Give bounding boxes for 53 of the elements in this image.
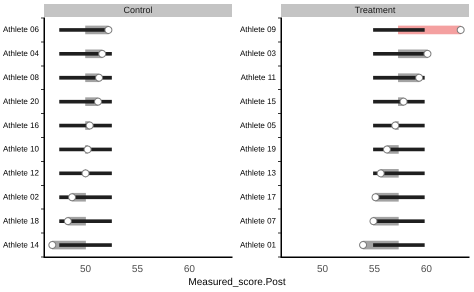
y-tick-label: Athlete 03 [240,49,277,58]
y-tick-label: Athlete 14 [2,240,40,250]
point [86,122,94,130]
bar [59,243,112,247]
y-tick-label: Athlete 15 [240,96,277,106]
point [400,98,408,106]
point [423,50,432,58]
y-tick-label: Athlete 08 [2,72,40,82]
point [359,241,368,250]
y-tick-label: Athlete 18 [2,216,40,226]
chart-title: Control [123,4,153,15]
y-tick-label: Athlete 10 [2,144,40,154]
point [68,193,76,202]
y-tick-label: Athlete 07 [240,216,277,226]
x-tick-label: 60 [420,264,432,275]
x-tick-label: 55 [132,264,144,275]
y-tick-label: Athlete 02 [2,192,40,202]
point [64,217,72,226]
point [82,169,90,178]
y-tick-label: Athlete 19 [240,144,277,154]
chart-title: Treatment [354,4,396,15]
y-tick-label: Athlete 17 [240,192,277,202]
y-tick-label: Athlete 20 [2,96,40,106]
point [376,169,385,178]
point [456,26,465,34]
y-tick-label: Athlete 12 [2,168,40,178]
bar [373,243,425,247]
y-tick-label: Athlete 16 [2,120,40,130]
point [95,74,104,82]
point [98,50,106,58]
point [372,193,380,202]
bar [373,52,425,56]
point [48,241,56,250]
x-tick-label: 50 [80,264,92,275]
y-tick-label: Athlete 04 [2,49,40,58]
x-tick-label: 60 [184,264,196,275]
point [415,74,424,82]
y-tick-label: Athlete 05 [240,120,277,130]
x-tick-label: 55 [368,264,380,275]
bar [373,28,425,32]
point [94,98,102,106]
x-axis-title: Measured_score.Post [187,277,287,288]
point [104,26,112,34]
point [391,122,400,130]
y-tick-label: Athlete 01 [240,240,277,250]
y-tick-label: Athlete 11 [240,72,277,82]
y-tick-label: Athlete 09 [240,25,277,34]
point [382,145,391,154]
x-tick-label: 50 [316,264,329,275]
point [369,217,378,226]
y-tick-label: Athlete 13 [240,168,277,178]
point [84,145,92,154]
y-tick-label: Athlete 06 [2,25,40,34]
